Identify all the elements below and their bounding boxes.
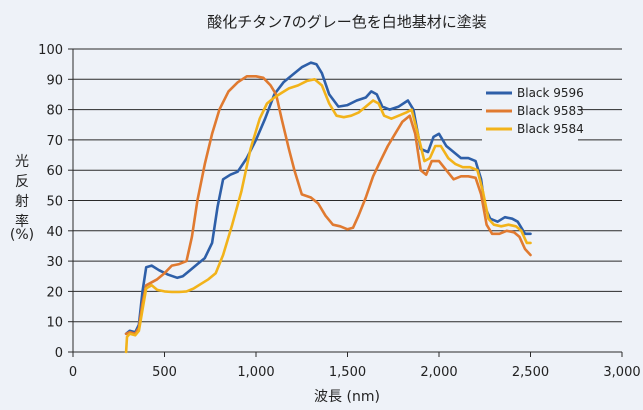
y-tick-label-5: 50 xyxy=(46,195,63,210)
series-line-1 xyxy=(124,75,532,336)
series-line-2 xyxy=(124,78,532,354)
legend-label-1: Black 9583 xyxy=(517,104,584,118)
y-tick-label-9: 90 xyxy=(46,73,63,88)
x-tick-label-2: 1,000 xyxy=(237,365,274,380)
x-tick-label-5: 2,500 xyxy=(512,365,549,380)
x-tick-label-6: 3,000 xyxy=(603,365,640,380)
legend-label-2: Black 9584 xyxy=(517,122,584,136)
legend-box xyxy=(482,80,578,146)
y-tick-label-6: 60 xyxy=(46,164,63,179)
y-axis-label-unit: (%) xyxy=(10,227,34,243)
x-tick-label-4: 2,000 xyxy=(420,365,457,380)
series-lines xyxy=(124,61,532,354)
y-tick-label-7: 70 xyxy=(46,134,63,149)
y-tick-label-1: 10 xyxy=(46,316,63,331)
legend: Black 9596 Black 9583 Black 9584 xyxy=(482,80,584,146)
y-tick-label-8: 80 xyxy=(46,104,63,119)
chart-title: 酸化チタン7のグレー色を白地基材に塗装 xyxy=(207,13,487,31)
series-line-0 xyxy=(124,61,532,336)
y-axis-label-char-1: 反 xyxy=(15,174,29,190)
x-axis-ticks: 0 500 1,000 1,500 2,000 2,500 3,000 xyxy=(69,352,641,380)
x-axis-label: 波長 (nm) xyxy=(314,389,380,405)
legend-label-0: Black 9596 xyxy=(517,86,584,100)
y-axis-ticks: 0 10 20 30 40 50 60 70 80 90 100 xyxy=(38,43,73,361)
x-tick-label-0: 0 xyxy=(69,365,77,380)
y-axis-label-char-3: 率 xyxy=(15,213,29,230)
y-tick-label-4: 40 xyxy=(46,225,63,240)
y-tick-label-2: 20 xyxy=(46,285,63,300)
y-axis-label-char-2: 射 xyxy=(15,194,29,210)
x-tick-label-1: 500 xyxy=(152,365,177,380)
y-tick-label-0: 0 xyxy=(55,346,63,361)
x-tick-label-3: 1,500 xyxy=(329,365,366,380)
y-tick-label-10: 100 xyxy=(38,43,63,58)
y-axis-label-char-0: 光 xyxy=(15,154,29,170)
y-tick-label-3: 30 xyxy=(46,255,63,270)
